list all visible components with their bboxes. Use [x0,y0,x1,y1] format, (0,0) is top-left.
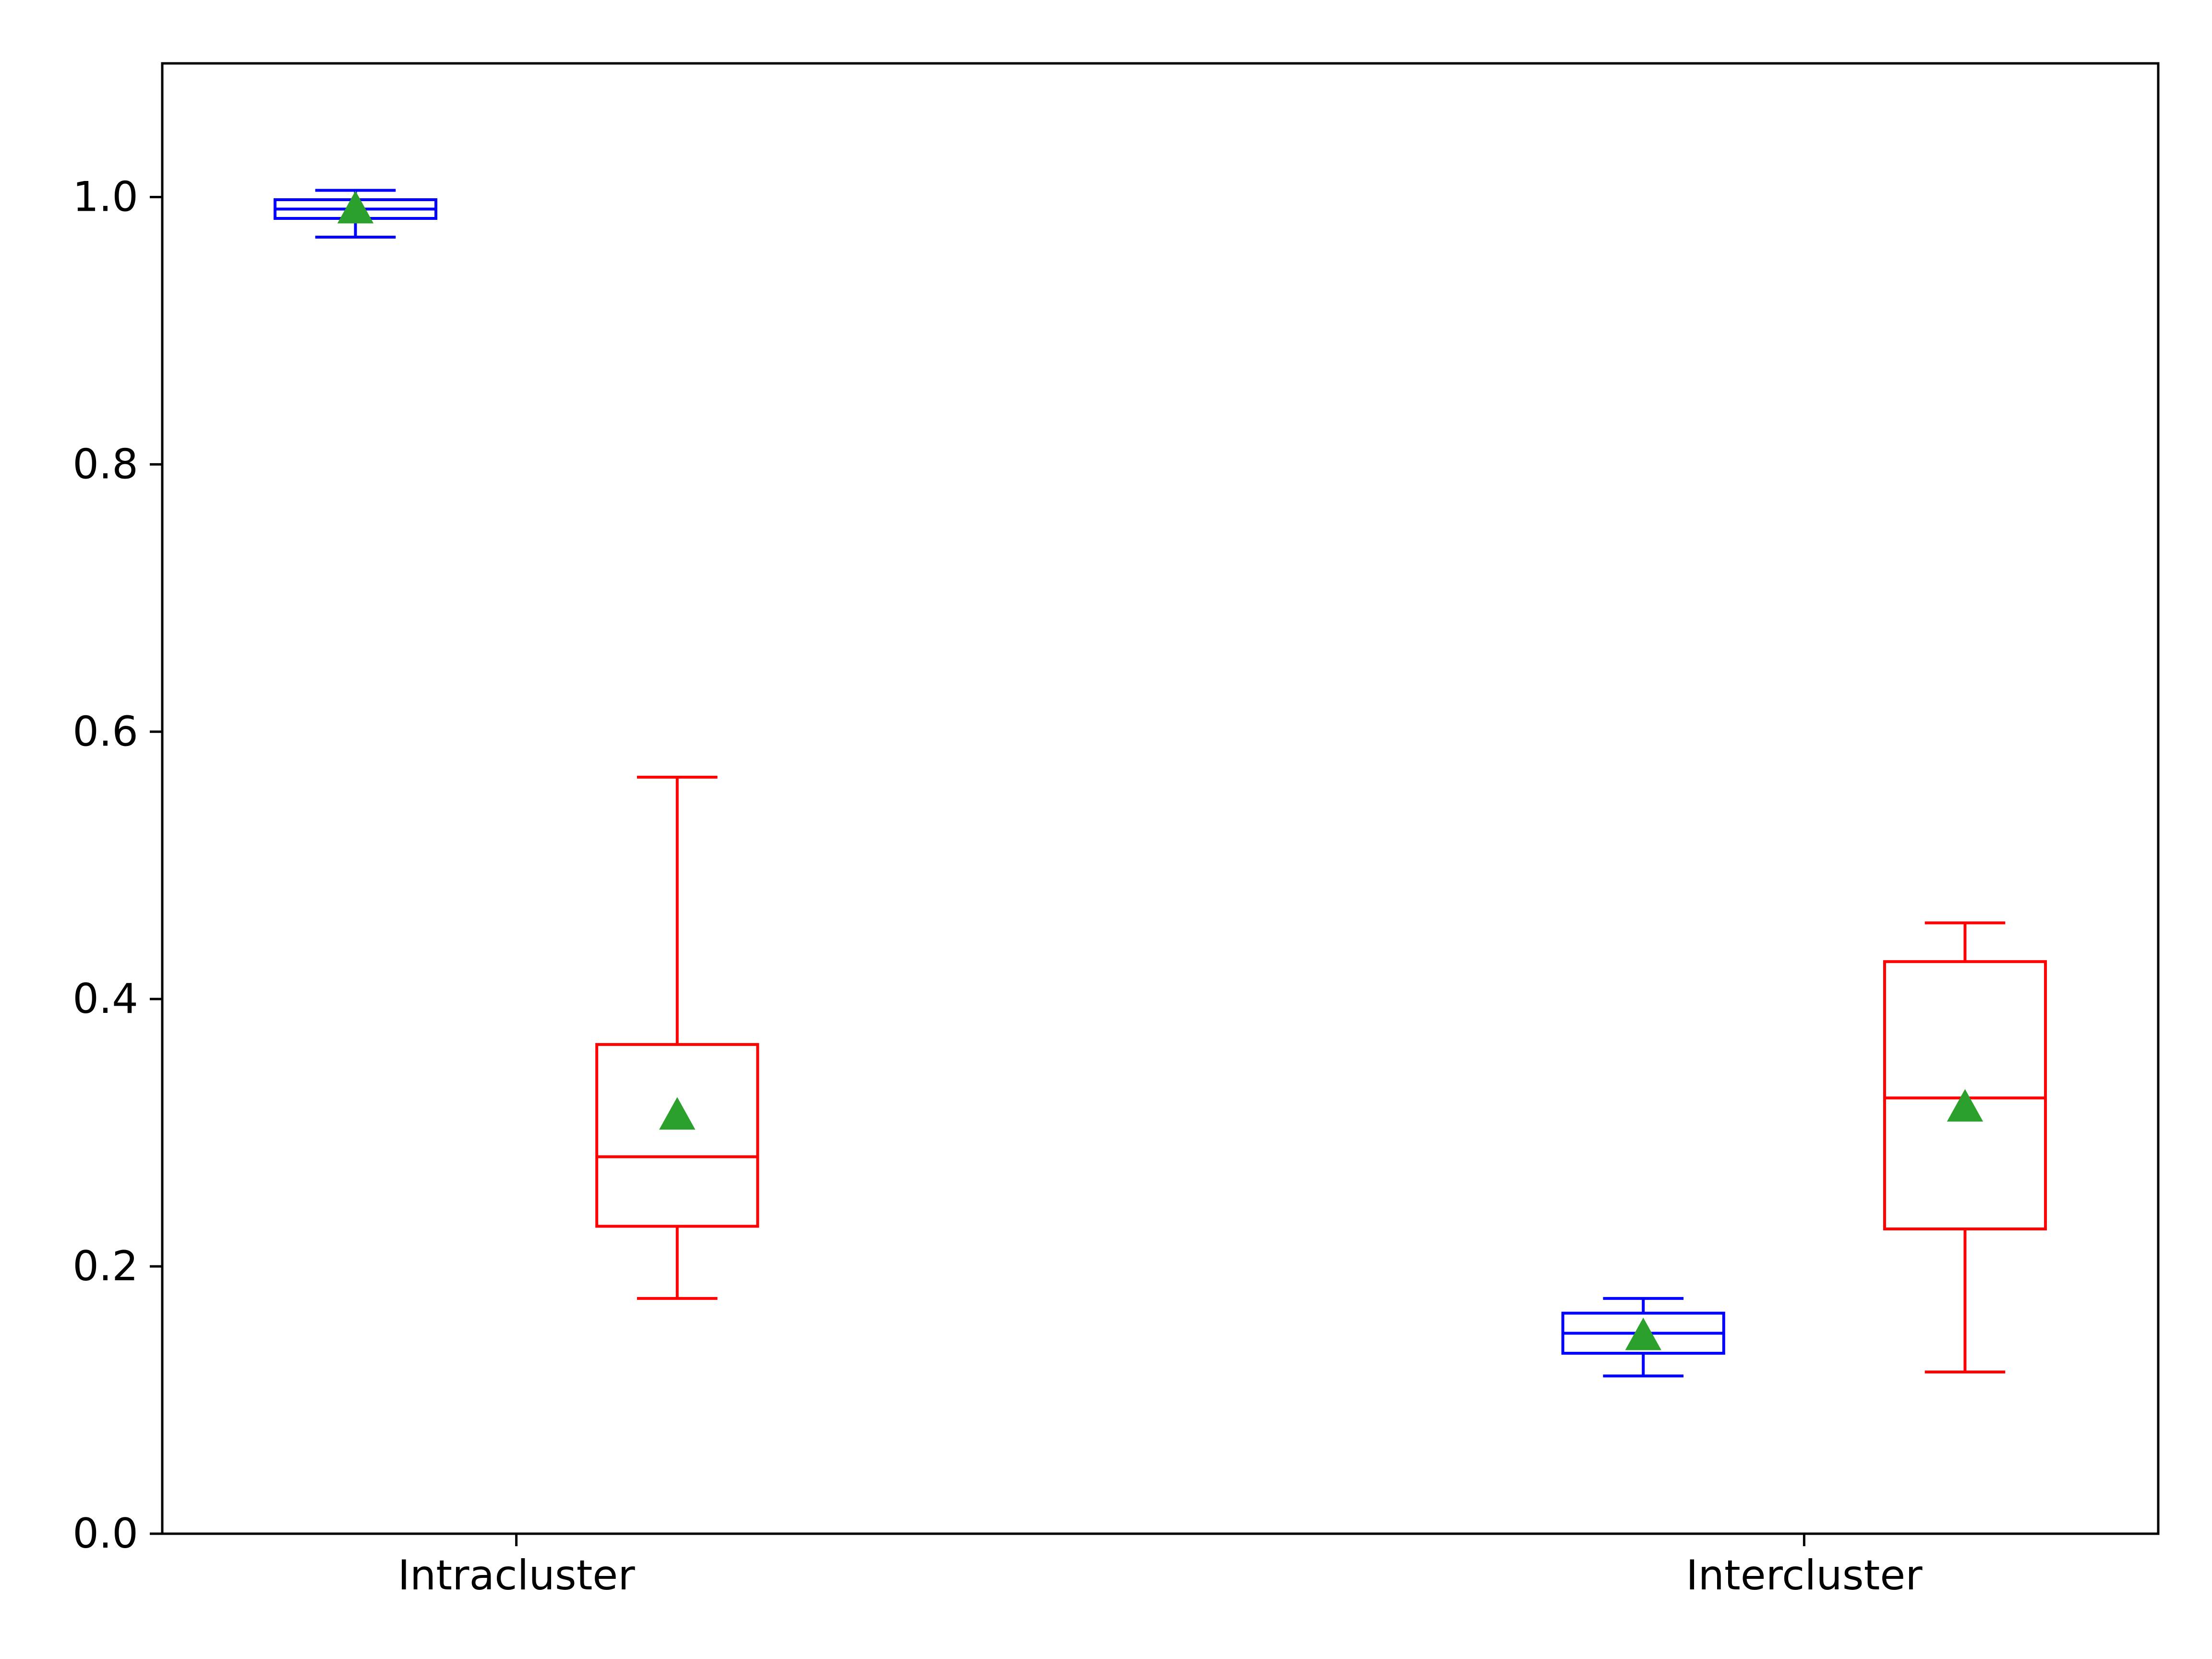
mean-marker [1947,1089,1984,1122]
y-axis: 0.0 0.2 0.4 0.6 0.8 1.0 [72,173,162,1558]
box-1-intracluster [273,189,438,239]
x-tick-label-intracluster: Intracluster [398,1551,636,1599]
box-2-intracluster [595,775,759,1300]
box-1-intercluster [1561,1297,1725,1378]
y-tick-label: 1.0 [72,173,138,221]
y-tick-label: 0.8 [72,440,138,488]
boxes-layer [273,189,2047,1378]
x-axis: Intracluster Intercluster [398,1534,1923,1599]
mean-marker [1625,1317,1661,1350]
y-tick-label: 0.2 [72,1242,138,1290]
y-tick-label: 0.6 [72,708,138,756]
iqr-box [595,1043,759,1228]
y-tick-label: 0.4 [72,975,138,1023]
mean-marker [337,191,374,224]
plot-frame [161,62,2160,1535]
mean-marker [659,1097,696,1130]
y-tick-label: 0.0 [72,1510,138,1558]
box-2-intercluster [1883,921,2047,1374]
iqr-box [1883,960,2047,1231]
x-tick-label-intercluster: Intercluster [1686,1551,1923,1599]
